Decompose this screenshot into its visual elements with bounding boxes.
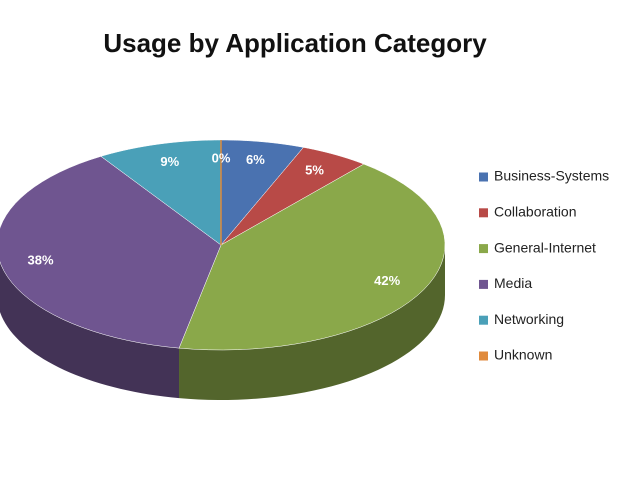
data-label: 9%	[160, 154, 179, 169]
legend-label: Networking	[494, 311, 564, 327]
legend-label: General-Internet	[494, 239, 596, 255]
legend-swatch	[479, 244, 488, 254]
legend-swatch	[479, 208, 488, 218]
slice	[220, 139, 304, 246]
legend-swatch	[479, 315, 488, 325]
legend-label: Unknown	[494, 347, 552, 363]
legend-label: Business-Systems	[494, 168, 609, 184]
data-label: 38%	[28, 253, 54, 268]
legend-swatch	[479, 279, 488, 289]
legend-swatch	[479, 351, 488, 361]
chart-title: Usage by Application Category	[103, 28, 487, 58]
slice	[100, 139, 222, 246]
data-label: 42%	[374, 273, 400, 288]
legend-label: Media	[494, 275, 532, 291]
slice-side	[179, 245, 445, 400]
data-label: 6%	[246, 152, 265, 167]
slice	[178, 163, 446, 351]
legend-swatch	[479, 172, 488, 182]
legend-label: Collaboration	[494, 204, 577, 220]
data-label: 0%	[212, 150, 231, 165]
slice	[220, 147, 365, 246]
data-label: 5%	[305, 162, 324, 177]
